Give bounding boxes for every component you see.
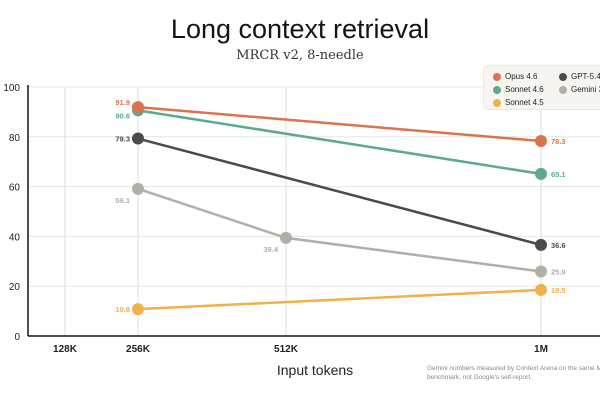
legend-item: Sonnet 4.6 (493, 85, 544, 94)
data-point (132, 303, 144, 316)
chart-subtitle: MRCR v2, 8-needle (236, 48, 364, 63)
chart-title: Long context retrieval (170, 14, 430, 44)
data-point (535, 238, 547, 251)
legend-item: Opus 4.6 (493, 72, 537, 81)
data-point (535, 167, 547, 180)
y-tick-label: 80 (9, 133, 21, 144)
x-tick-label: 1M (534, 344, 548, 355)
data-label: 90.6 (115, 111, 130, 120)
data-point (132, 132, 144, 145)
data-label: 39.4 (263, 245, 278, 254)
data-point (535, 135, 547, 148)
y-tick-label: 60 (9, 183, 21, 194)
legend-label: GPT-5.4 (571, 72, 600, 81)
x-axis-label: Input tokens (276, 362, 354, 378)
x-tick-label: 256K (126, 344, 151, 355)
legend-swatch (493, 72, 501, 81)
data-label: 78.3 (551, 137, 566, 146)
data-point (535, 265, 547, 278)
legend-swatch (493, 85, 501, 94)
data-label: 91.9 (115, 98, 130, 107)
x-tick-label: 512K (274, 344, 299, 355)
legend-label: Sonnet 4.6 (505, 85, 544, 94)
data-point (132, 182, 144, 195)
data-label: 25.9 (551, 268, 566, 277)
data-label: 18.5 (551, 286, 566, 295)
data-label: 65.1 (551, 170, 566, 179)
y-tick-label: 100 (3, 83, 20, 94)
data-label: 36.6 (551, 241, 566, 250)
legend-swatch (559, 72, 567, 81)
series-line (137, 109, 542, 176)
x-tick-label: 128K (53, 344, 78, 355)
legend-label: Gemini 3.1 Pro (571, 85, 600, 94)
data-point (280, 231, 292, 244)
legend-item: Sonnet 4.5 (493, 98, 544, 107)
y-tick-label: 20 (9, 282, 21, 293)
legend: Opus 4.6 Sonnet 4.6 Sonnet 4.5 GPT-5.4 Gemin… (483, 65, 600, 110)
data-label: 59.1 (115, 196, 130, 205)
series-line (137, 137, 542, 247)
data-point (132, 101, 144, 114)
legend-label: Opus 4.6 (505, 72, 538, 81)
legend-label: Sonnet 4.5 (505, 98, 544, 107)
y-tick-label: 40 (9, 232, 21, 243)
y-tick-label: 0 (14, 332, 20, 343)
data-label: 10.8 (115, 305, 130, 314)
series-line (137, 288, 542, 311)
legend-swatch (493, 98, 501, 107)
footnote: Gemini numbers measured by Context Arena… (427, 365, 600, 381)
data-point (535, 283, 547, 296)
series-line (137, 105, 542, 143)
legend-swatch (559, 85, 567, 94)
legend-item: Gemini 3.1 Pro (559, 85, 600, 94)
data-label: 79.3 (115, 135, 130, 144)
legend-item: GPT-5.4 (559, 72, 600, 81)
